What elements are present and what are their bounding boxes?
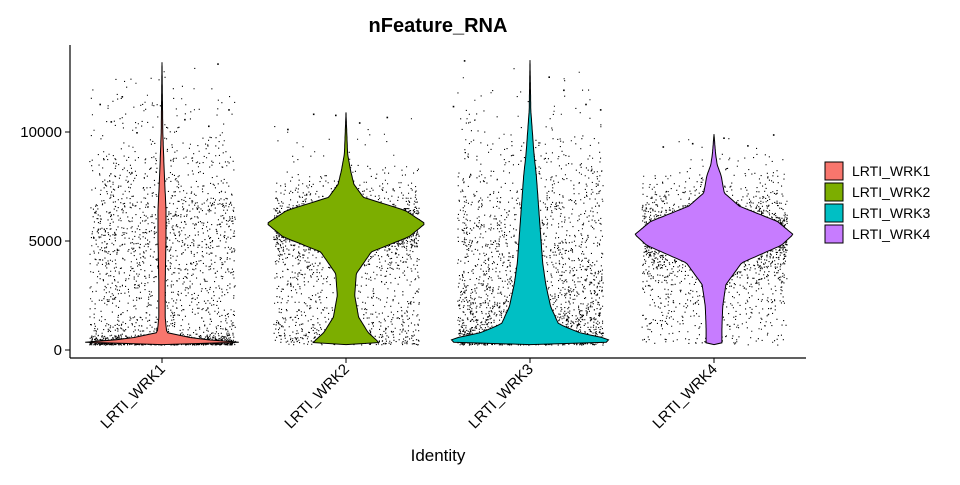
- outlier-point: [358, 122, 361, 124]
- outlier-point: [136, 132, 138, 134]
- outlier-point: [312, 113, 315, 116]
- points-LRTI_WRK4: [641, 134, 788, 346]
- outlier-point: [723, 137, 725, 139]
- outlier-point: [563, 89, 565, 92]
- outlier-point: [599, 109, 602, 111]
- y-tick-label: 0: [54, 342, 62, 359]
- outlier-point: [335, 114, 337, 117]
- x-tick-label: LRTI_WRK3: [465, 361, 536, 432]
- outlier-point: [747, 145, 749, 147]
- outlier-point: [184, 118, 186, 121]
- x-tick-label: LRTI_WRK4: [649, 361, 720, 432]
- legend-label: LRTI_WRK1: [852, 163, 931, 179]
- outlier-point: [121, 96, 124, 98]
- violin-LRTI_WRK2: [267, 112, 425, 346]
- outlier-point: [386, 116, 389, 119]
- violins-layer: [85, 60, 794, 346]
- outlier-point: [452, 105, 455, 108]
- outlier-point: [548, 76, 550, 78]
- x-tick-label: LRTI_WRK1: [97, 361, 168, 432]
- outlier-point: [691, 142, 694, 145]
- x-axis-label: Identity: [411, 446, 466, 465]
- outlier-point: [585, 103, 587, 106]
- outlier-point: [208, 125, 210, 128]
- violin-LRTI_WRK1: [85, 62, 239, 346]
- points-layer: [89, 60, 788, 346]
- outlier-point: [110, 121, 113, 123]
- legend-key-LRTI_WRK4: [824, 224, 844, 244]
- legend-key-LRTI_WRK3: [824, 203, 844, 223]
- x-tick-label: LRTI_WRK2: [281, 361, 352, 432]
- violin-LRTI_WRK4: [634, 134, 794, 346]
- chart-title: nFeature_RNA: [369, 15, 508, 37]
- outlier-point: [772, 134, 775, 136]
- points-LRTI_WRK2: [273, 113, 420, 346]
- outlier-point: [217, 63, 219, 65]
- outlier-point: [287, 128, 289, 131]
- y-tick-label: 5000: [29, 233, 62, 250]
- outlier-point: [228, 109, 230, 111]
- outlier-point: [463, 60, 466, 62]
- legend-label: LRTI_WRK4: [852, 226, 931, 242]
- legend: LRTI_WRK1 LRTI_WRK2 LRTI_WRK3 LRTI_WRK4: [824, 161, 931, 244]
- legend-key-LRTI_WRK2: [824, 182, 844, 202]
- points-LRTI_WRK1: [89, 63, 236, 346]
- outlier-point: [99, 103, 101, 106]
- points-LRTI_WRK3: [452, 60, 604, 346]
- legend-label: LRTI_WRK2: [852, 184, 931, 200]
- legend-label: LRTI_WRK3: [852, 205, 931, 221]
- outlier-point: [662, 146, 665, 148]
- violin-LRTI_WRK3: [450, 60, 610, 346]
- legend-key-LRTI_WRK1: [824, 161, 844, 181]
- y-tick-label: 10000: [20, 124, 62, 141]
